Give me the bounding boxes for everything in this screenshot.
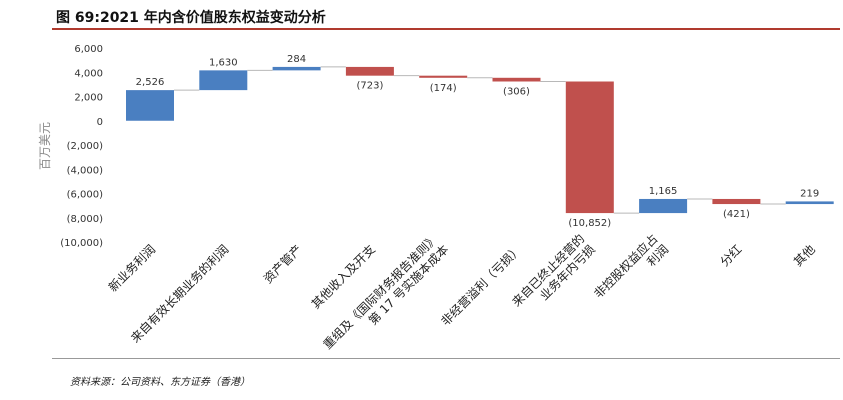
y-tick-label: 2,000 <box>74 93 103 104</box>
waterfall-bar <box>345 66 394 76</box>
waterfall-chart: 6,000 4,000 2,000 0 (2,000) (4,000) (6,000) (8,… <box>38 44 834 352</box>
data-label: 2,526 <box>136 77 165 88</box>
x-category-label: 非经营溢利（亏损） <box>438 242 524 328</box>
x-category-line: 分红 <box>717 242 745 270</box>
figure-title: 图 69:2021 年内含价值股东权益变动分析 <box>56 10 326 26</box>
y-tick-label: (10,000) <box>60 238 103 249</box>
data-label: (306) <box>503 87 530 98</box>
x-category-label: 其他 <box>791 242 818 269</box>
y-axis-label: 百万美元 <box>38 122 52 170</box>
data-label: (421) <box>723 209 750 220</box>
waterfall-bar <box>565 81 614 214</box>
bottom-rule <box>52 358 840 359</box>
waterfall-bar <box>419 75 468 78</box>
waterfall-bar <box>126 90 174 121</box>
x-category-line: 资产管产 <box>260 242 305 287</box>
waterfall-bar <box>712 198 761 205</box>
x-category-label: 新业务利润 <box>105 242 158 295</box>
x-category-label: 分红 <box>717 242 745 270</box>
waterfall-bar <box>785 201 834 205</box>
x-category-label: 重组及《国际财务报告准则》第 17 号实施本成本 <box>320 231 452 352</box>
data-label: 219 <box>800 188 819 199</box>
x-category-line: 其他 <box>791 242 818 269</box>
y-tick-label: (6,000) <box>67 190 104 201</box>
data-label: 1,165 <box>649 186 678 197</box>
waterfall-bar <box>199 70 248 91</box>
title-bar: 图 69:2021 年内含价值股东权益变动分析 <box>52 4 840 30</box>
data-label: (174) <box>430 83 457 94</box>
y-tick-label: (8,000) <box>67 214 104 225</box>
waterfall-bar <box>492 77 541 82</box>
source-note: 资料来源：公司资料、东方证券（香港） <box>70 377 250 388</box>
waterfall-bar <box>272 66 321 71</box>
data-label: 1,630 <box>209 57 238 68</box>
y-tick-label: (4,000) <box>67 165 104 176</box>
y-tick-label: 6,000 <box>74 44 103 55</box>
x-category-label: 资产管产 <box>260 242 305 287</box>
y-tick-label: (2,000) <box>67 141 104 152</box>
x-category-line: 非经营溢利（亏损） <box>438 242 524 328</box>
y-tick-label: 0 <box>97 117 103 128</box>
x-category-line: 新业务利润 <box>105 242 158 295</box>
data-label: (10,852) <box>568 218 611 229</box>
data-label: (723) <box>356 81 383 92</box>
data-label: 284 <box>287 54 306 65</box>
y-tick-label: 4,000 <box>74 68 103 79</box>
waterfall-bar <box>639 198 688 214</box>
